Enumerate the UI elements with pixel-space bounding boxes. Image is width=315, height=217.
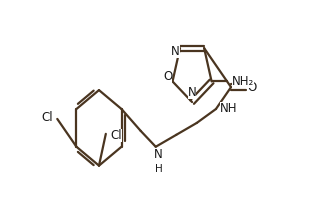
Text: Cl: Cl xyxy=(110,130,122,143)
Text: O: O xyxy=(163,70,172,83)
Text: Cl: Cl xyxy=(41,111,53,124)
Text: NH₂: NH₂ xyxy=(232,75,255,88)
Text: N: N xyxy=(171,45,180,58)
Text: O: O xyxy=(247,81,256,94)
Text: N: N xyxy=(188,85,197,99)
Text: H: H xyxy=(155,164,162,174)
Text: NH: NH xyxy=(220,102,238,115)
Text: N: N xyxy=(154,148,163,161)
